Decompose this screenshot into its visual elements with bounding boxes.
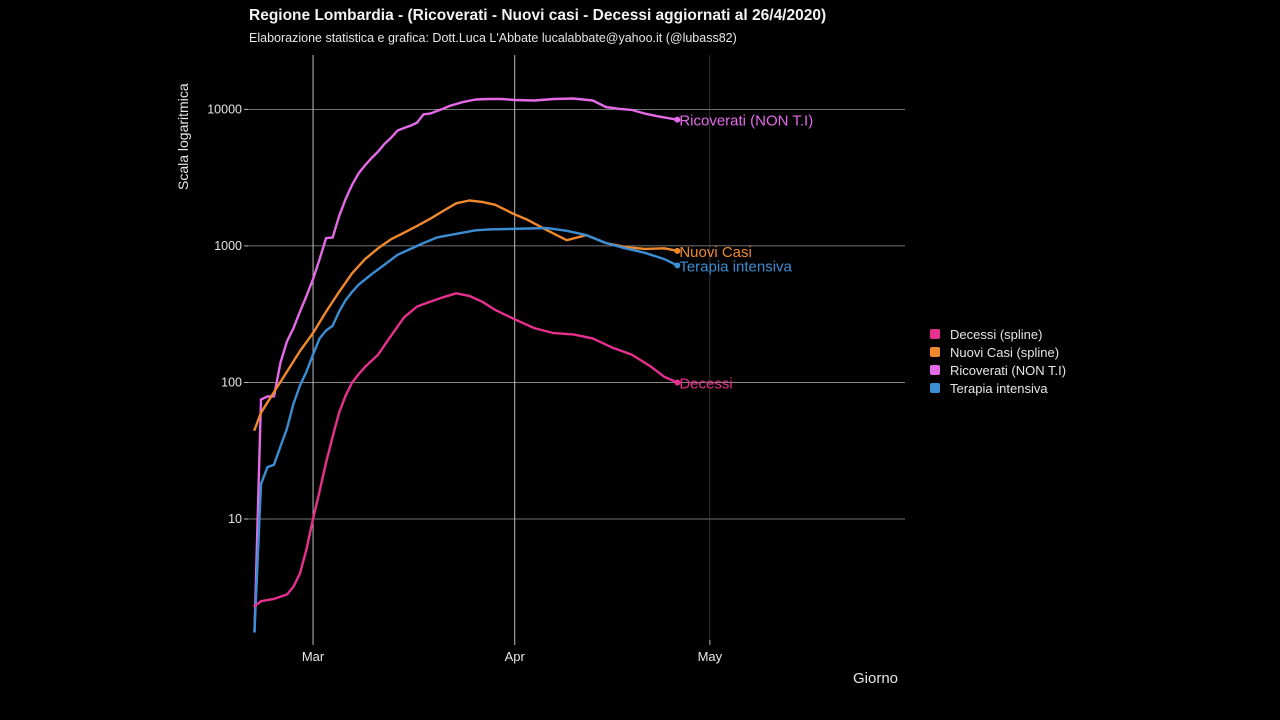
y-tick-label: 1000: [214, 239, 242, 253]
legend-label-ricoverati: Ricoverati (NON T.I): [950, 362, 1067, 378]
y-tick-label: 100: [221, 375, 242, 389]
legend-key-ricoverati: [930, 365, 940, 375]
legend-item-decessi: Decessi (spline): [930, 325, 1066, 343]
series-end-label-terapia-intensiva: Terapia intensiva: [679, 258, 792, 275]
y-tick-label: 10: [228, 512, 242, 526]
series-line-decessi: [253, 292, 679, 608]
series-line-terapia-intensiva: [253, 226, 679, 633]
series-line-ricoverati: [253, 97, 679, 633]
legend-label-nuovi-casi: Nuovi Casi (spline): [950, 344, 1060, 360]
series-line-nuovi-casi: [253, 199, 679, 431]
x-tick-label: Apr: [505, 649, 526, 664]
series-end-point-ricoverati: [674, 116, 681, 123]
series-end-label-nuovi-casi: Nuovi Casi: [679, 244, 752, 261]
chart-subtitle: Elaborazione statistica e grafica: Dott.…: [249, 31, 737, 45]
legend-item-terapia-intensiva: Terapia intensiva: [930, 379, 1066, 397]
legend-key-nuovi-casi: [930, 347, 940, 357]
legend-item-nuovi-casi: Nuovi Casi (spline): [930, 343, 1066, 361]
series-end-point-terapia-intensiva: [674, 262, 681, 269]
series-end-label-decessi: Decessi: [679, 375, 732, 392]
legend-label-decessi: Decessi (spline): [950, 326, 1043, 342]
legend-label-terapia-intensiva: Terapia intensiva: [950, 380, 1048, 396]
series-end-point-nuovi-casi: [674, 247, 681, 254]
x-tick-label: Mar: [302, 649, 325, 664]
y-tick-label: 10000: [207, 102, 242, 116]
x-tick-label: May: [698, 649, 723, 664]
legend: Decessi (spline) Nuovi Casi (spline) Ric…: [930, 325, 1066, 397]
legend-key-decessi: [930, 329, 940, 339]
series-end-label-ricoverati: Ricoverati (NON T.I): [679, 113, 813, 130]
chart-title: Regione Lombardia - (Ricoverati - Nuovi …: [249, 7, 827, 24]
legend-key-terapia-intensiva: [930, 383, 940, 393]
x-axis-label: Giorno: [853, 670, 899, 687]
legend-item-ricoverati: Ricoverati (NON T.I): [930, 361, 1066, 379]
series-end-point-decessi: [674, 379, 681, 386]
